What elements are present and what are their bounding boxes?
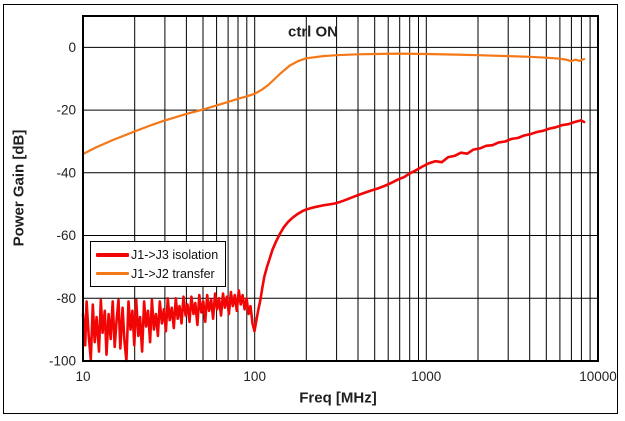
x-axis-label: Freq [MHz] <box>299 389 377 407</box>
y-axis-label: Power Gain [dB] <box>10 129 28 247</box>
y-tick-label: -40 <box>56 165 76 180</box>
y-tick-label: -60 <box>56 228 76 243</box>
legend: J1->J3 isolation J1->J2 transfer <box>90 241 226 287</box>
legend-item: J1->J3 isolation <box>96 248 220 262</box>
y-tick-label: -20 <box>56 103 76 118</box>
legend-line-sample-isolation <box>96 252 129 257</box>
legend-item: J1->J2 transfer <box>96 267 220 281</box>
series-line-j1-j3-isolation <box>81 119 586 363</box>
plot-frame <box>82 15 599 362</box>
x-tick-label: 1000 <box>411 369 441 384</box>
x-tick-label: 10 <box>75 369 90 384</box>
legend-line-sample-transfer <box>96 272 129 275</box>
series-line-j1-j2-transfer <box>81 52 586 156</box>
y-tick-label: -100 <box>49 354 76 369</box>
y-tick-label: -80 <box>56 291 76 306</box>
x-tick-label: 10000 <box>579 369 617 384</box>
x-tick-label: 100 <box>243 369 266 384</box>
chart-title: ctrl ON <box>287 23 339 41</box>
legend-item-label: J1->J2 transfer <box>131 266 215 281</box>
y-tick-label: 0 <box>68 40 76 55</box>
legend-item-label: J1->J3 isolation <box>131 247 219 262</box>
